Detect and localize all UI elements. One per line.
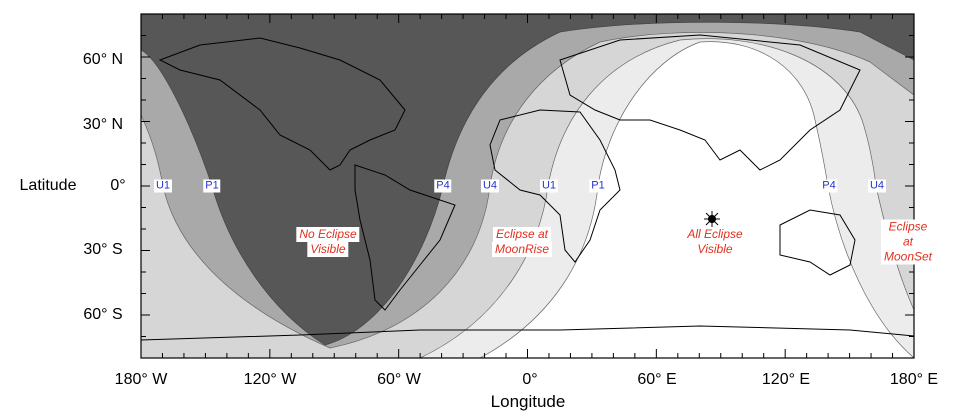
contact-label-u1: U1 [153,179,173,193]
zone-label-no-eclipse: No Eclipse Visible [296,227,360,257]
contact-label-p4: P4 [820,179,838,193]
lat-tick-label: 60° N [82,51,124,68]
sun-star-icon [704,211,720,227]
zone-label-line: Visible [694,242,736,257]
lon-tick-label: 60° E [637,371,677,388]
lat-tick-label: 0° [110,177,126,194]
zone-label-line: Visible [307,242,349,257]
zone-label-moonset: Eclipse at MoonSet [880,219,936,265]
all-eclipse-zone [479,41,914,358]
y-axis-label: Latitude [19,177,77,194]
lon-tick-label: 0° [522,371,538,388]
zone-label-line: All Eclipse [684,227,746,242]
contact-label-p1: P1 [203,179,221,193]
axis-ticks [140,13,915,359]
zone-label-line: MoonSet [880,249,936,265]
contact-label-p4: P4 [434,179,452,193]
zone-label-line: No Eclipse [296,227,360,242]
lat-tick-label: 30° S [83,241,123,258]
contact-label-u1: U1 [539,179,559,193]
zone-label-line: MoonRise [491,242,553,257]
lat-tick-label: 30° N [82,116,124,133]
lon-tick-label: 180° E [889,371,939,388]
coastlines [141,34,914,341]
zone-label-moonrise: Eclipse at MoonRise [491,227,553,257]
zone-label-line: Eclipse at [880,219,936,250]
lon-tick-label: 180° W [114,371,168,388]
zone-label-all-visible: All Eclipse Visible [684,227,746,257]
lon-tick-label: 120° E [761,371,811,388]
lon-tick-label: 120° W [243,371,297,388]
zone-label-line: Eclipse at [492,227,552,242]
contact-label-u4: U4 [480,179,500,193]
lon-tick-label: 60° W [377,371,421,388]
lat-tick-label: 60° S [83,306,123,323]
contact-label-u4: U4 [867,179,887,193]
x-axis-label: Longitude [490,392,566,411]
contact-label-p1: P1 [589,179,607,193]
